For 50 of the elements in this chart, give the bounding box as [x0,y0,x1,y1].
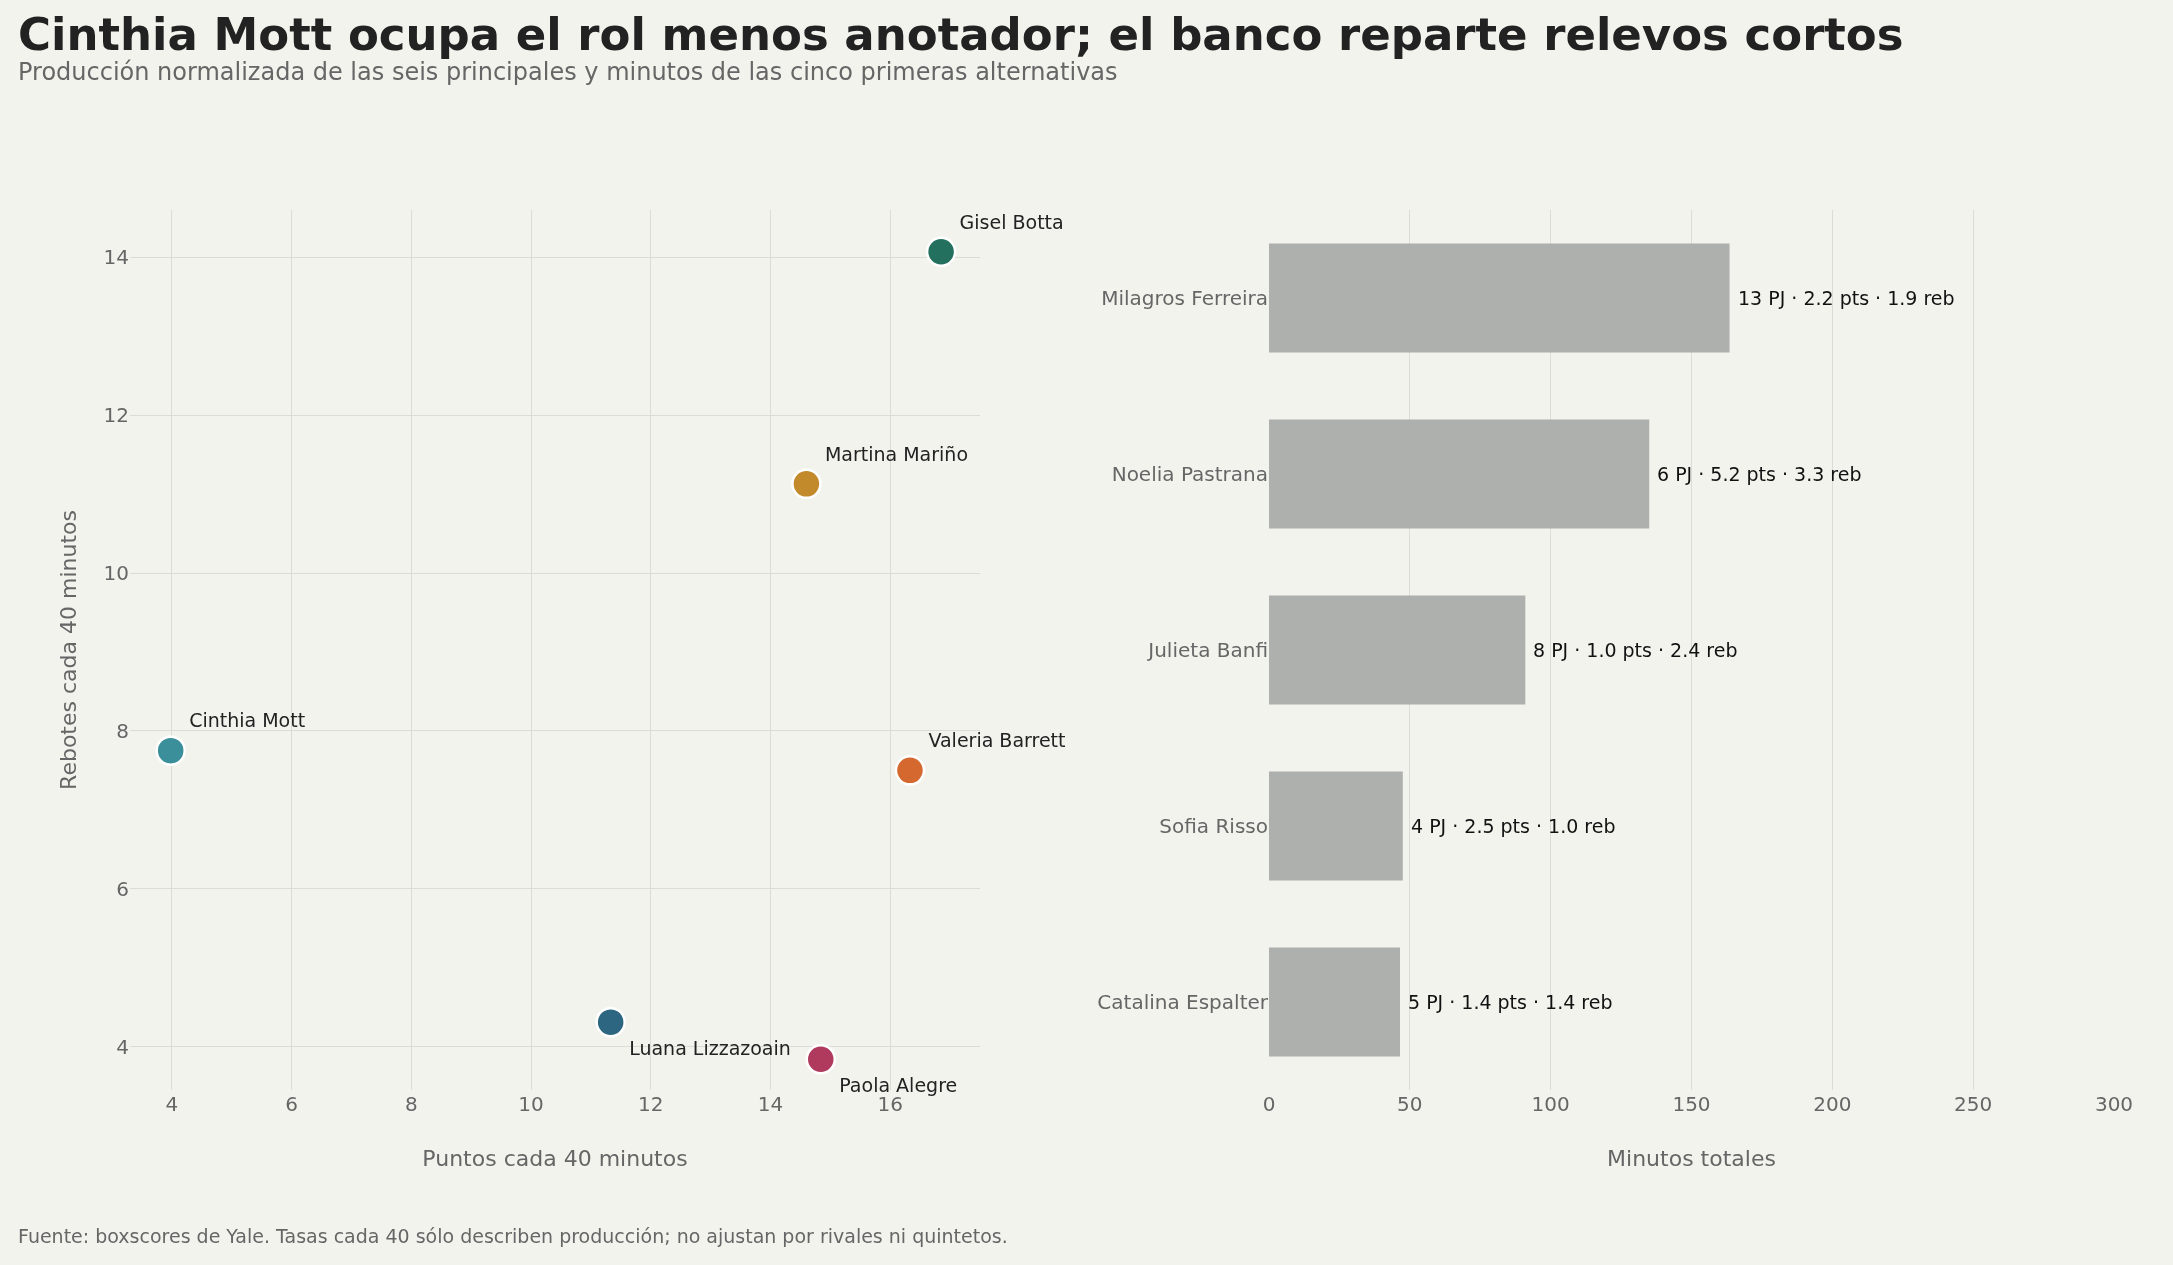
point [791,468,822,500]
y-tick-label: Julieta Banfi [1146,638,1268,662]
source-note: Fuente: boxscores de Yale. Tasas cada 40 sólo describen producción; no ajustan por rivales ni quintetos. [18,1225,1008,1247]
y-tick-label: 10 [103,561,129,586]
x-tick-label: 100 [1531,1092,1570,1116]
point [894,755,926,786]
series-label: Martina Mariño [824,442,968,465]
annotation: 6 PJ · 5.2 pts · 3.3 reb [1657,463,1862,485]
bar [1269,595,1526,705]
y-tick-label: Catalina Espalter [1097,990,1269,1014]
chart-subtitle: Producción normalizada de las seis principales y minutos de las cinco primeras alternativas [18,58,1118,86]
x-tick-label: 300 [2094,1092,2134,1116]
y-tick-label: Noelia Pastrana [1111,462,1268,486]
annotation: 4 PJ · 2.5 pts · 1.0 reb [1411,815,1616,837]
y-tick-label: Sofia Risso [1159,814,1268,838]
y-tick-label: 6 [116,876,129,901]
x-axis-title: Puntos cada 40 minutos [422,1146,688,1171]
bar [1269,419,1650,529]
bar [1269,243,1730,353]
point [805,1043,837,1075]
y-axis-title: Rebotes cada 40 minutos [56,510,81,790]
x-tick-label: 14 [757,1092,784,1116]
series-label: Luana Lizzazoain [629,1036,791,1059]
x-tick-label: 6 [285,1092,298,1116]
bar [1269,771,1403,881]
y-tick-label: 4 [116,1034,129,1059]
x-tick-label: 250 [1954,1092,1993,1116]
y-tick-label: 12 [103,403,129,428]
x-tick-label: 50 [1397,1092,1423,1116]
annotation: 5 PJ · 1.4 pts · 1.4 reb [1408,991,1613,1013]
series-label: Cinthia Mott [189,709,306,732]
y-tick-label: 8 [116,718,129,743]
x-tick-label: 10 [518,1092,544,1116]
annotation: 13 PJ · 2.2 pts · 1.9 reb [1738,287,1955,309]
x-tick-label: 150 [1672,1092,1711,1116]
annotation: 8 PJ · 1.0 pts · 2.4 reb [1533,639,1738,661]
point [155,735,186,766]
x-tick-label: 12 [638,1092,664,1116]
x-tick-label: 4 [165,1092,179,1116]
x-tick-label: 200 [1813,1092,1852,1116]
point [925,236,957,268]
x-axis-title: Minutos totales [1607,1146,1776,1171]
y-tick-label: Milagros Ferreira [1101,286,1268,310]
point [595,1006,626,1038]
x-tick-label: 0 [1262,1092,1276,1116]
x-tick-label: 8 [404,1092,418,1116]
y-tick-label: 14 [103,245,129,270]
series-label: Valeria Barrett [928,729,1066,752]
bar [1269,947,1400,1057]
series-label: Gisel Botta [959,210,1064,233]
